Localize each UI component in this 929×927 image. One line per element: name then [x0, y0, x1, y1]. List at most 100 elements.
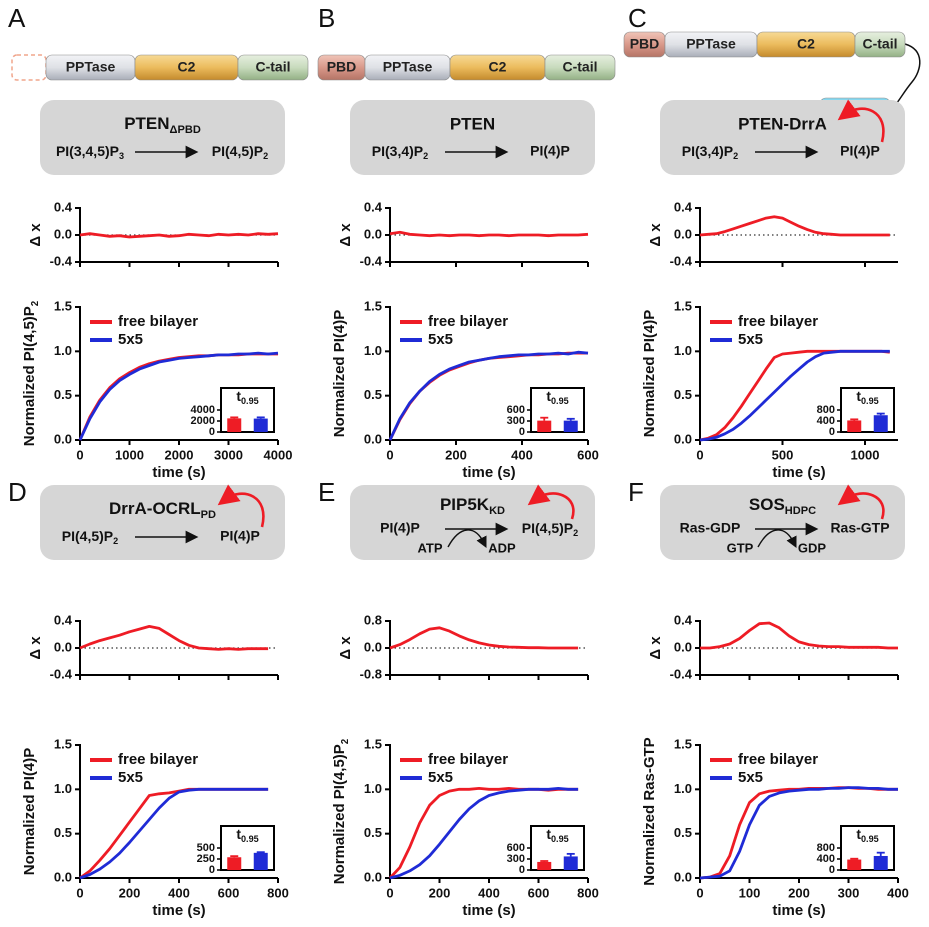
cofactor-out: ADP — [488, 540, 516, 555]
panel-label: A — [8, 3, 26, 33]
inset-title: t0.95 — [546, 388, 568, 407]
error-bar — [230, 855, 239, 858]
x-tick-label: 1000 — [851, 447, 880, 462]
y-tick-label: 1.0 — [364, 343, 382, 358]
y-tick-label: 0.0 — [674, 869, 692, 884]
legend-label: free bilayer — [428, 313, 508, 330]
cofactor-arrow — [447, 529, 487, 549]
y-tick-label: 0.0 — [674, 431, 692, 446]
product: PI(4,5)P2 — [212, 143, 268, 162]
enzyme: SOSHDPC — [749, 495, 816, 516]
domain-label: C-tail — [563, 59, 598, 75]
inset-title-main: t — [236, 388, 241, 404]
y-axis-label: Normalized PI(4,5)P2 — [21, 300, 41, 446]
y-tick-label: 1.5 — [364, 736, 382, 751]
y-tick-label: 0 — [519, 864, 525, 876]
legend-label: 5x5 — [118, 769, 143, 786]
y-tick-label: 600 — [507, 404, 525, 416]
series-line — [78, 351, 279, 441]
y-tick-label: 0.5 — [54, 825, 72, 840]
x-tick-label: 200 — [788, 885, 810, 900]
y-axis-label-main: Normalized PI(4,5)P — [21, 306, 38, 446]
y-tick-label: 1.5 — [54, 298, 72, 313]
y-tick-label: 300 — [507, 853, 525, 865]
y-axis-label: Δ x — [647, 223, 664, 247]
x-tick-label: 0 — [696, 447, 703, 462]
y-axis-label: Normalized PI(4,5)P2 — [331, 738, 351, 884]
product: PI(4)P — [530, 143, 570, 159]
y-tick-label: 4000 — [191, 404, 215, 416]
legend-label: 5x5 — [428, 331, 453, 348]
inset-title-main: t — [856, 388, 861, 404]
reaction-box — [40, 100, 285, 175]
product: PI(4)P — [220, 528, 260, 544]
y-tick-label: 0 — [209, 864, 215, 876]
reaction-box — [660, 100, 905, 175]
substrate: Ras-GDP — [680, 520, 741, 536]
y-tick-label: -0.4 — [50, 666, 73, 681]
y-axis-label: Δ x — [27, 223, 44, 247]
y-tick-label: 800 — [817, 404, 835, 416]
y-tick-label: 0.0 — [674, 226, 692, 241]
substrate-main: PI(3,4)P — [682, 143, 733, 159]
enzyme: PTEN — [450, 114, 495, 133]
inset-title-main: t — [856, 826, 861, 842]
y-tick-label: 0.0 — [364, 431, 382, 446]
bar — [847, 859, 862, 870]
domain-label: C2 — [797, 36, 815, 52]
y-tick-label: 0.4 — [54, 612, 73, 627]
enzyme: PTENΔPBD — [124, 114, 201, 135]
cofactor-arrow — [757, 529, 797, 549]
error-bar — [230, 416, 239, 419]
inset-title-sub: 0.95 — [861, 396, 879, 406]
y-tick-label: 1.0 — [674, 781, 692, 796]
bar — [563, 856, 578, 870]
y-axis-label: Δ x — [337, 636, 354, 660]
error-bar — [850, 418, 859, 421]
y-tick-label: 0.0 — [364, 226, 382, 241]
y-tick-label: 0.0 — [364, 869, 382, 884]
enzyme-sub: HDPC — [785, 505, 816, 517]
substrate: PI(3,4)P2 — [372, 143, 428, 162]
domain-label: PBD — [630, 36, 660, 52]
x-tick-label: 2000 — [165, 447, 194, 462]
y-axis-label-sub: 2 — [30, 300, 41, 306]
legend-label: 5x5 — [428, 769, 453, 786]
substrate-main: PI(3,4,5)P — [56, 143, 119, 159]
x-axis-label: time (s) — [772, 902, 825, 919]
y-tick-label: 1.5 — [54, 736, 72, 751]
y-tick-label: -0.4 — [670, 253, 693, 268]
y-tick-label: 0.5 — [364, 387, 382, 402]
y-axis-label: Normalized Ras-GTP — [641, 737, 658, 885]
deleted-domain — [11, 54, 47, 81]
y-tick-label: 0.0 — [364, 639, 382, 654]
error-bar — [256, 416, 265, 419]
x-tick-label: 600 — [218, 885, 240, 900]
enzyme-sub: PD — [201, 509, 216, 521]
series-line — [389, 626, 579, 650]
legend-label: 5x5 — [738, 769, 763, 786]
y-tick-label: 1.0 — [54, 781, 72, 796]
y-tick-label: 1.5 — [674, 736, 692, 751]
series-line — [388, 350, 589, 441]
inset-title: t0.95 — [856, 388, 878, 407]
panel-label: E — [318, 477, 335, 507]
y-axis-label-sub: 2 — [340, 738, 351, 744]
x-tick-label: 600 — [528, 885, 550, 900]
x-axis-label: time (s) — [462, 902, 515, 919]
enzyme-sub: ΔPBD — [170, 124, 201, 136]
substrate-main: PI(3,4)P — [372, 143, 423, 159]
enzyme: PTEN-DrrA — [738, 114, 827, 133]
inset-title-sub: 0.95 — [241, 396, 259, 406]
enzyme-main: SOS — [749, 495, 785, 514]
x-tick-label: 200 — [445, 447, 467, 462]
x-axis-label: time (s) — [462, 464, 515, 481]
x-tick-label: 200 — [119, 885, 141, 900]
inset-title: t0.95 — [236, 388, 258, 407]
y-tick-label: 0.4 — [364, 199, 383, 214]
feedback-arrow — [837, 484, 885, 520]
series-line — [699, 349, 890, 442]
domain-label: PPTase — [383, 59, 433, 75]
domain — [544, 54, 616, 81]
y-tick-label: 0.5 — [674, 825, 692, 840]
